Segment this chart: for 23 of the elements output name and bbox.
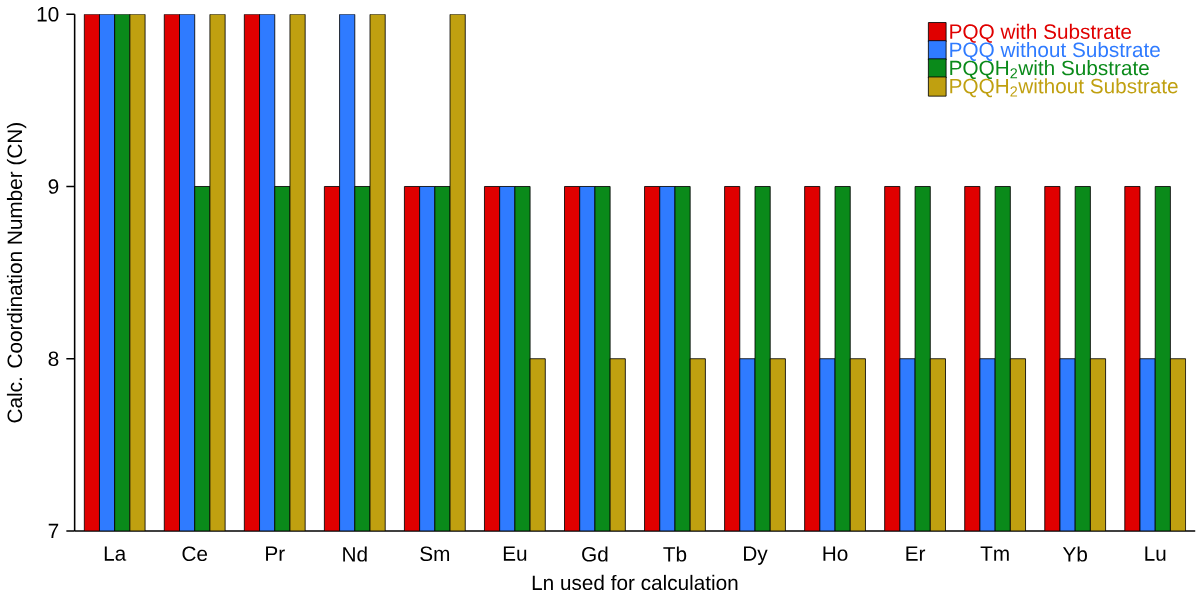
legend-label: PQQH$_{2}$without Substrate [950,78,1178,98]
y-tick-label: 8 [48,351,59,367]
x-tick-label: Lu [1145,546,1166,561]
x-axis-title: Ln used for calculation [532,574,738,591]
legend-label: PQQ without Substrate [950,41,1160,61]
x-tick-label: Nd [343,546,367,562]
x-tick-label: Gd [582,546,608,562]
x-tick-label: Pr [266,546,285,561]
y-tick-label: 7 [48,523,59,539]
y-axis-title: Calc. Coordination Number (CN) [6,123,27,423]
x-tick-label: Yb [1062,546,1087,562]
x-tick-label: Sm [420,546,450,562]
x-tick-label: Eu [503,546,527,561]
x-tick-label: Tm [980,546,1009,561]
y-tick-label: 9 [48,179,59,194]
x-tick-label: Dy [744,546,768,565]
x-tick-label: Ce [182,546,208,562]
x-tick-label: Tb [663,546,687,562]
legend-label: PQQ with Substrate [950,23,1132,43]
y-tick-label: 10 [37,6,59,22]
x-tick-label: Er [906,546,926,561]
x-tick-label: La [104,546,127,561]
x-tick-label: Ho [823,546,848,561]
